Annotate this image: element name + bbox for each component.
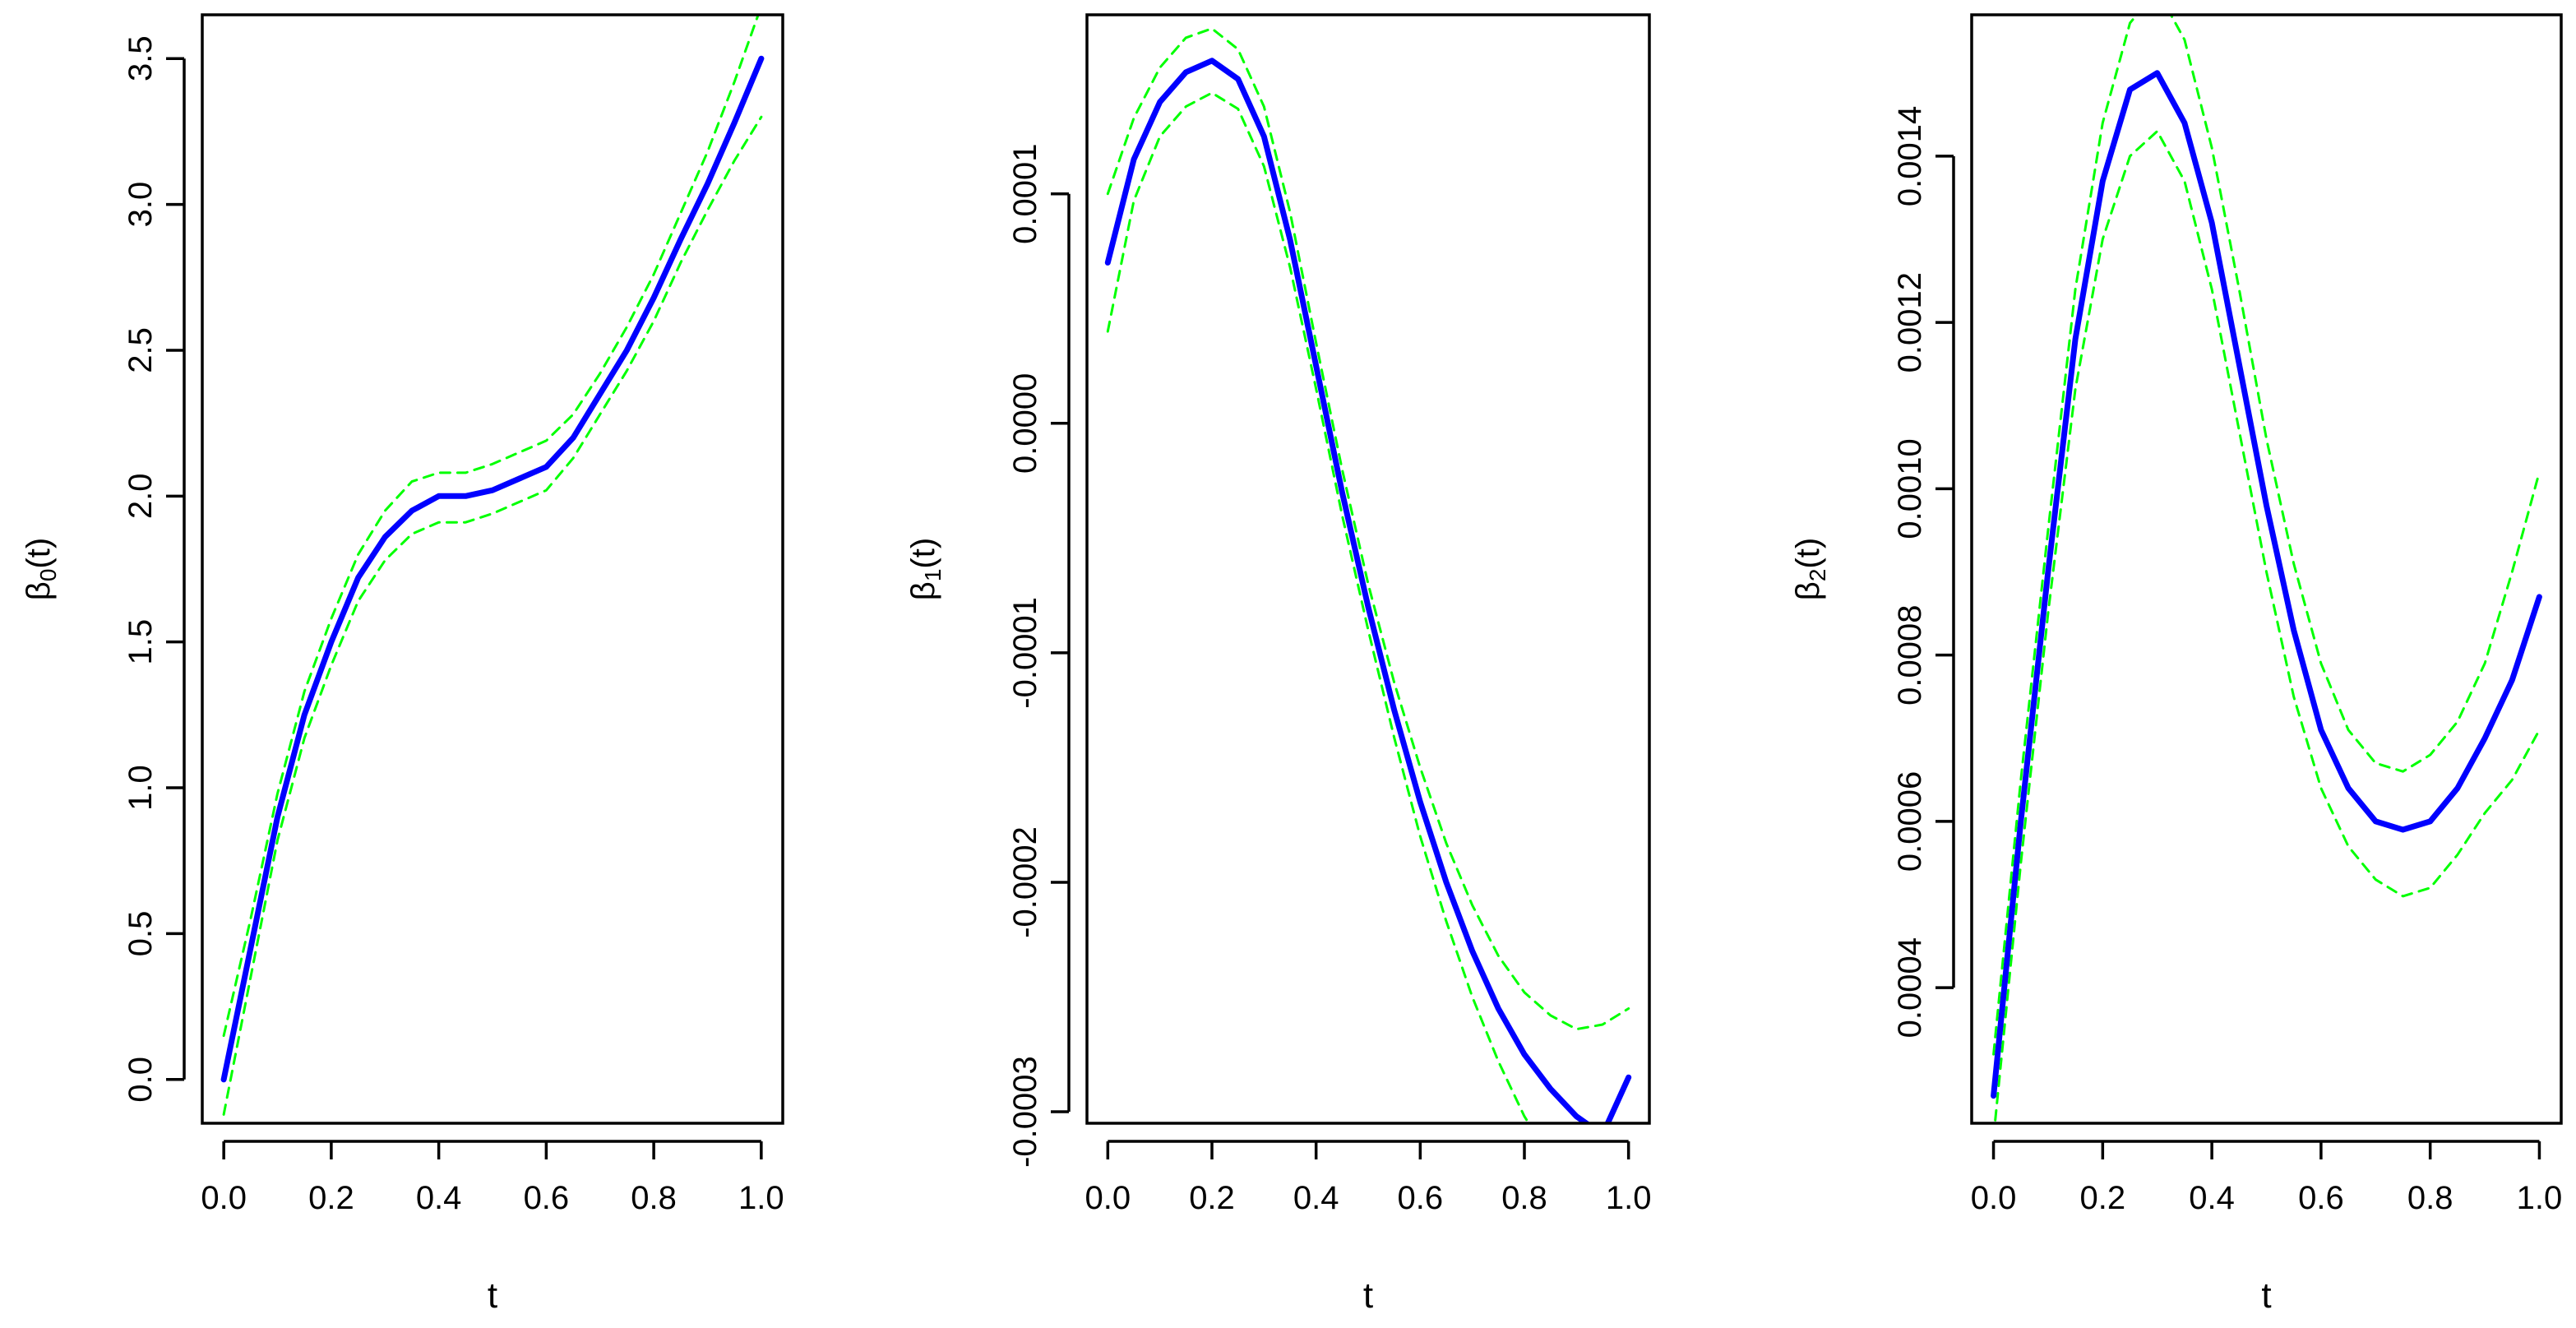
x-tick-label: 0.4 xyxy=(2189,1180,2235,1216)
plot-frame xyxy=(201,13,784,1125)
x-tick-label: 0.2 xyxy=(2080,1180,2126,1216)
x-tick-label: 0.2 xyxy=(308,1180,354,1216)
x-tick-label: 0.0 xyxy=(1971,1180,2017,1216)
y-tick-label: 0.0010 xyxy=(1892,438,1928,539)
x-axis-label: t xyxy=(2261,1275,2271,1316)
y-tick-label: 0.0008 xyxy=(1892,604,1928,705)
y-tick-label: -0.0002 xyxy=(1007,826,1043,938)
series-estimate-line xyxy=(1104,58,1632,1123)
panel-0: 0.0 0.2 0.4 0.6 0.8 1.0 t 0.0 0.5 1.0 1.5 2.0 2.5 3.0… xyxy=(21,13,784,1316)
y-tick-label: 0.5 xyxy=(123,911,159,957)
y-tick-label: -0.0001 xyxy=(1007,597,1043,709)
series-lower-line xyxy=(1993,130,2541,1123)
y-axis-label: β1(t) xyxy=(905,538,946,600)
plot-frame xyxy=(1085,13,1651,1125)
x-axis-label: t xyxy=(488,1275,497,1316)
y-tick-label: 3.5 xyxy=(123,35,159,81)
x-tick-label: 0.4 xyxy=(416,1180,462,1216)
series-upper-line xyxy=(222,15,760,1038)
y-tick-label: 2.0 xyxy=(123,474,159,520)
x-tick-label: 0.8 xyxy=(1501,1180,1547,1216)
panel-1: 0.0 0.2 0.4 0.6 0.8 1.0 t -0.0003 -0.0002 -0.0001… xyxy=(905,13,1652,1316)
x-tick-label: 1.0 xyxy=(738,1180,784,1216)
series-lower-line xyxy=(1106,91,1531,1123)
y-tick-label: -0.0003 xyxy=(1007,1056,1043,1168)
x-tick-label: 1.0 xyxy=(2517,1180,2563,1216)
y-tick-label: 0.0014 xyxy=(1892,106,1928,206)
y-axis-label: β0(t) xyxy=(21,538,61,600)
x-tick-label: 1.0 xyxy=(1606,1180,1652,1216)
series-estimate-line xyxy=(1991,70,2542,1099)
x-tick-label: 0.2 xyxy=(1189,1180,1235,1216)
y-tick-label: 0.0006 xyxy=(1892,771,1928,872)
y-tick-label: 0.0004 xyxy=(1892,937,1928,1038)
x-tick-label: 0.6 xyxy=(2298,1180,2344,1216)
y-tick-label: 0.0000 xyxy=(1007,373,1043,474)
y-axis-label: β2(t) xyxy=(1790,538,1830,600)
x-tick-label: 0.6 xyxy=(1398,1180,1444,1216)
y-tick-label: 3.0 xyxy=(123,182,159,228)
y-tick-label: 0.0001 xyxy=(1007,144,1043,244)
x-tick-label: 0.8 xyxy=(2407,1180,2453,1216)
y-tick-label: 1.0 xyxy=(123,765,159,811)
x-axis-label: t xyxy=(1363,1275,1373,1316)
y-tick-label: 0.0012 xyxy=(1892,272,1928,372)
y-tick-label: 1.5 xyxy=(123,619,159,665)
x-tick-label: 0.0 xyxy=(201,1180,247,1216)
series-estimate-line xyxy=(220,55,765,1083)
plot-frame xyxy=(1970,13,2563,1125)
x-tick-label: 0.8 xyxy=(631,1180,677,1216)
x-tick-label: 0.0 xyxy=(1085,1180,1131,1216)
x-tick-label: 0.6 xyxy=(524,1180,570,1216)
x-tick-label: 0.4 xyxy=(1293,1180,1339,1216)
series-lower-line xyxy=(222,115,763,1116)
y-tick-label: 0.0 xyxy=(123,1057,159,1103)
panel-2: 0.0 0.2 0.4 0.6 0.8 1.0 t 0.0004 0.0006 0.0008 0.0… xyxy=(1790,13,2563,1316)
y-tick-label: 2.5 xyxy=(123,327,159,373)
series-upper-line xyxy=(1106,27,1630,1031)
